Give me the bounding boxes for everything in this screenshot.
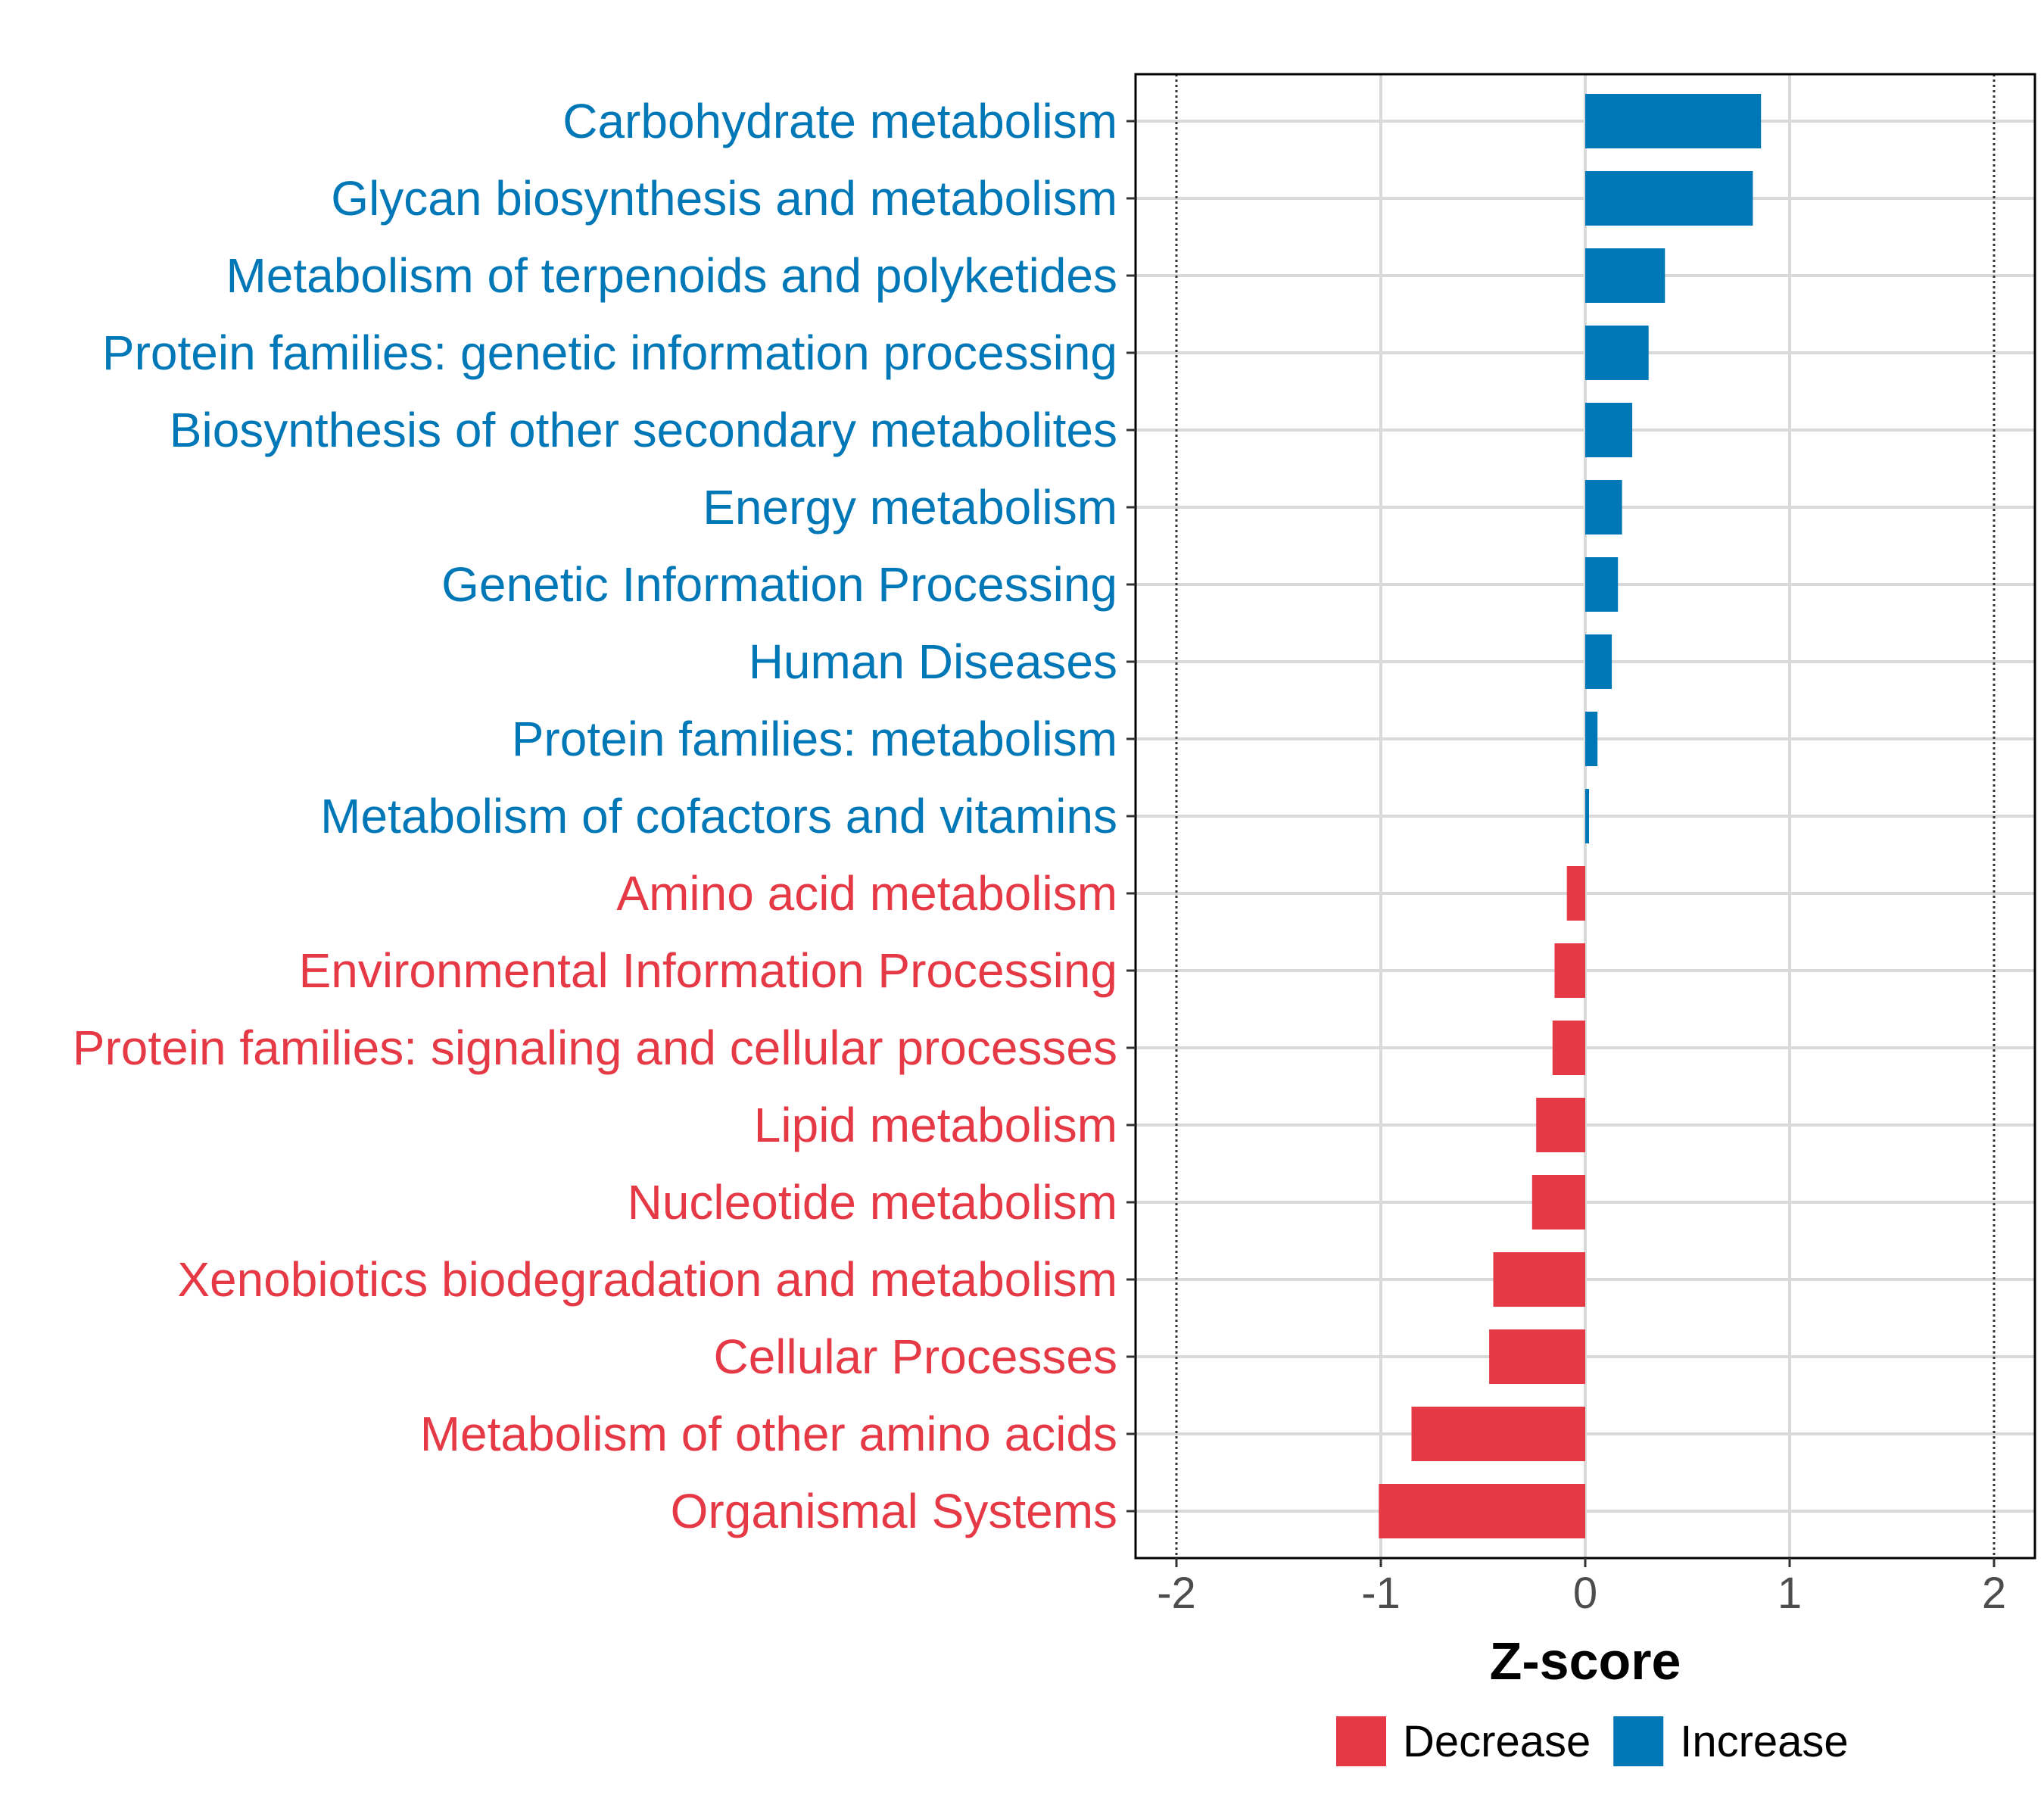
y-tick-label: Metabolism of cofactors and vitamins [320,789,1117,843]
bar [1585,634,1612,689]
y-tick-label: Amino acid metabolism [616,866,1117,921]
y-tick-label: Metabolism of terpenoids and polyketides [226,248,1117,303]
y-tick-label: Nucleotide metabolism [628,1175,1117,1230]
x-tick-label: -1 [1361,1569,1401,1618]
bar [1489,1329,1585,1384]
bar [1585,248,1665,303]
bar [1585,480,1622,535]
bars [1379,94,1762,1538]
bar [1554,943,1585,998]
reference-lines [1175,74,1996,1558]
y-tick-label: Genetic Information Processing [441,557,1117,612]
x-tick-label: 2 [1982,1569,2006,1618]
y-tick-label: Environmental Information Processing [299,943,1117,998]
x-tick-label: 1 [1778,1569,1802,1618]
legend: Decrease Increase [1336,1716,1849,1766]
y-tick-label: Lipid metabolism [754,1098,1117,1152]
y-tick-label: Biosynthesis of other secondary metaboli… [170,403,1117,457]
bar [1552,1021,1585,1075]
bar [1566,866,1585,921]
legend-key [1336,1716,1386,1766]
bar [1379,1484,1585,1538]
bar [1493,1252,1585,1307]
y-tick-label: Protein families: metabolism [512,712,1117,766]
x-tick-label: 0 [1573,1569,1597,1618]
x-axis-title: Z-score [1490,1632,1681,1691]
y-tick-label: Energy metabolism [703,480,1117,535]
y-tick-label: Metabolism of other amino acids [420,1407,1117,1461]
bar [1585,789,1589,843]
y-axis-labels: Carbohydrate metabolism Glycan biosynthes… [73,94,1117,1538]
y-axis-ticks [1126,120,1136,1513]
y-tick-label: Carbohydrate metabolism [562,94,1117,148]
legend-label: Decrease [1403,1717,1591,1766]
bar [1585,712,1598,766]
bar [1585,403,1633,457]
x-axis-ticks: -2 -1 0 1 2 [1157,1558,2006,1618]
legend-label: Increase [1680,1717,1848,1766]
bar [1411,1407,1585,1461]
bar [1585,557,1619,612]
y-tick-label: Organismal Systems [671,1484,1117,1538]
bar [1585,94,1762,148]
bar [1536,1098,1585,1152]
y-tick-label: Protein families: signaling and cellular… [73,1021,1117,1075]
bar [1585,326,1649,380]
legend-key [1613,1716,1664,1766]
y-tick-label: Protein families: genetic information pr… [102,326,1117,380]
bar [1531,1175,1585,1230]
y-tick-label: Human Diseases [749,634,1117,689]
y-tick-label: Xenobiotics biodegradation and metabolis… [177,1252,1117,1307]
y-tick-label: Glycan biosynthesis and metabolism [331,171,1117,226]
x-tick-label: -2 [1157,1569,1196,1618]
bar [1585,171,1753,226]
y-tick-label: Cellular Processes [713,1329,1117,1384]
